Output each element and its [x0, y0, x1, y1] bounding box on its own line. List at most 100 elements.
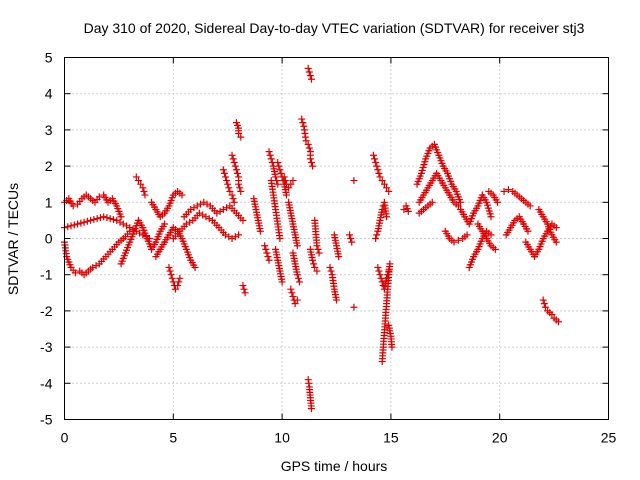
data-point [378, 206, 386, 214]
data-point [541, 303, 549, 311]
series-arc-10 [180, 198, 247, 224]
data-point [335, 253, 343, 261]
series-arc-18 [267, 177, 284, 242]
data-point [223, 204, 231, 212]
data-point [383, 184, 391, 192]
data-point [239, 216, 247, 224]
data-point [315, 249, 323, 257]
data-point [487, 213, 495, 221]
data-point [235, 231, 243, 239]
data-point [327, 267, 335, 275]
data-point [304, 64, 312, 72]
data-point [233, 169, 241, 177]
data-point [261, 242, 269, 250]
series-arc-17 [265, 148, 282, 188]
data-point [223, 177, 231, 185]
data-point [383, 213, 391, 221]
series-arc-45 [441, 227, 471, 246]
data-point [117, 213, 125, 221]
data-point [274, 180, 282, 188]
data-point [305, 68, 313, 76]
data-point [494, 198, 502, 206]
y-tick-label: 4 [45, 86, 53, 102]
data-point [200, 198, 208, 206]
data-point [375, 169, 383, 177]
data-point [282, 191, 290, 199]
plot-frame [64, 57, 609, 420]
y-tick-label: 1 [45, 194, 53, 210]
data-point [231, 162, 239, 170]
data-point [267, 155, 275, 163]
data-point [376, 173, 384, 181]
series-arc-8 [165, 263, 184, 293]
series-arc-51 [502, 213, 532, 239]
data-point [457, 198, 465, 206]
data-point [228, 191, 236, 199]
data-points [61, 64, 562, 413]
data-point [87, 216, 95, 224]
data-point [372, 235, 380, 242]
data-point [272, 173, 280, 181]
data-point [69, 202, 77, 210]
data-point [350, 177, 358, 185]
series-arc-39 [378, 260, 394, 366]
x-tick-label: 25 [601, 430, 617, 446]
series-arc-48 [474, 220, 499, 253]
data-point [119, 220, 127, 228]
y-axis-label: SDTVAR / TECUs [5, 183, 21, 295]
series-arc-31 [326, 263, 340, 304]
series-arc-49 [485, 187, 502, 206]
data-point [262, 245, 270, 253]
series-arc-33 [346, 231, 356, 246]
data-point [350, 303, 358, 311]
data-point [554, 318, 562, 326]
data-point [333, 296, 340, 304]
series-arc-19 [272, 245, 286, 286]
data-point [400, 206, 408, 214]
data-point [241, 289, 249, 297]
data-point [277, 169, 285, 177]
data-point [161, 220, 169, 228]
data-point [265, 256, 273, 264]
data-point [309, 256, 317, 264]
data-point [298, 115, 306, 123]
series-arc-23 [287, 285, 301, 308]
y-tick-label: 0 [45, 231, 53, 247]
series-arc-24 [289, 249, 304, 286]
data-point [168, 274, 176, 282]
data-point [74, 220, 82, 228]
data-point [71, 269, 79, 277]
data-point [225, 233, 233, 241]
y-tick-labels: -5 -4 -3 -2 -1 0 1 2 3 4 5 [40, 50, 53, 428]
data-point [109, 215, 117, 223]
data-point [231, 233, 239, 241]
data-point [276, 235, 284, 242]
data-point [193, 202, 201, 210]
x-axis-label: GPS time / hours [281, 458, 388, 474]
series-arc-9 [169, 209, 243, 242]
series-arc-50 [500, 186, 534, 210]
data-point [70, 221, 78, 229]
data-point [64, 223, 72, 231]
data-point [140, 187, 148, 195]
data-point [289, 177, 297, 185]
series-arc-36 [369, 151, 393, 195]
data-point [220, 169, 228, 177]
data-point [373, 231, 381, 239]
series-arc-44 [415, 198, 436, 217]
data-point [137, 180, 145, 188]
data-point [278, 278, 286, 286]
data-point [202, 213, 210, 221]
series-arc-27 [304, 64, 315, 83]
data-point [287, 285, 295, 293]
data-point [205, 215, 213, 223]
data-point [228, 151, 236, 159]
data-point [235, 130, 243, 138]
data-point [126, 224, 134, 232]
data-point [166, 267, 174, 275]
data-point [239, 282, 247, 290]
data-point [222, 173, 230, 181]
series-arc-3 [61, 213, 153, 242]
data-point [310, 260, 318, 268]
